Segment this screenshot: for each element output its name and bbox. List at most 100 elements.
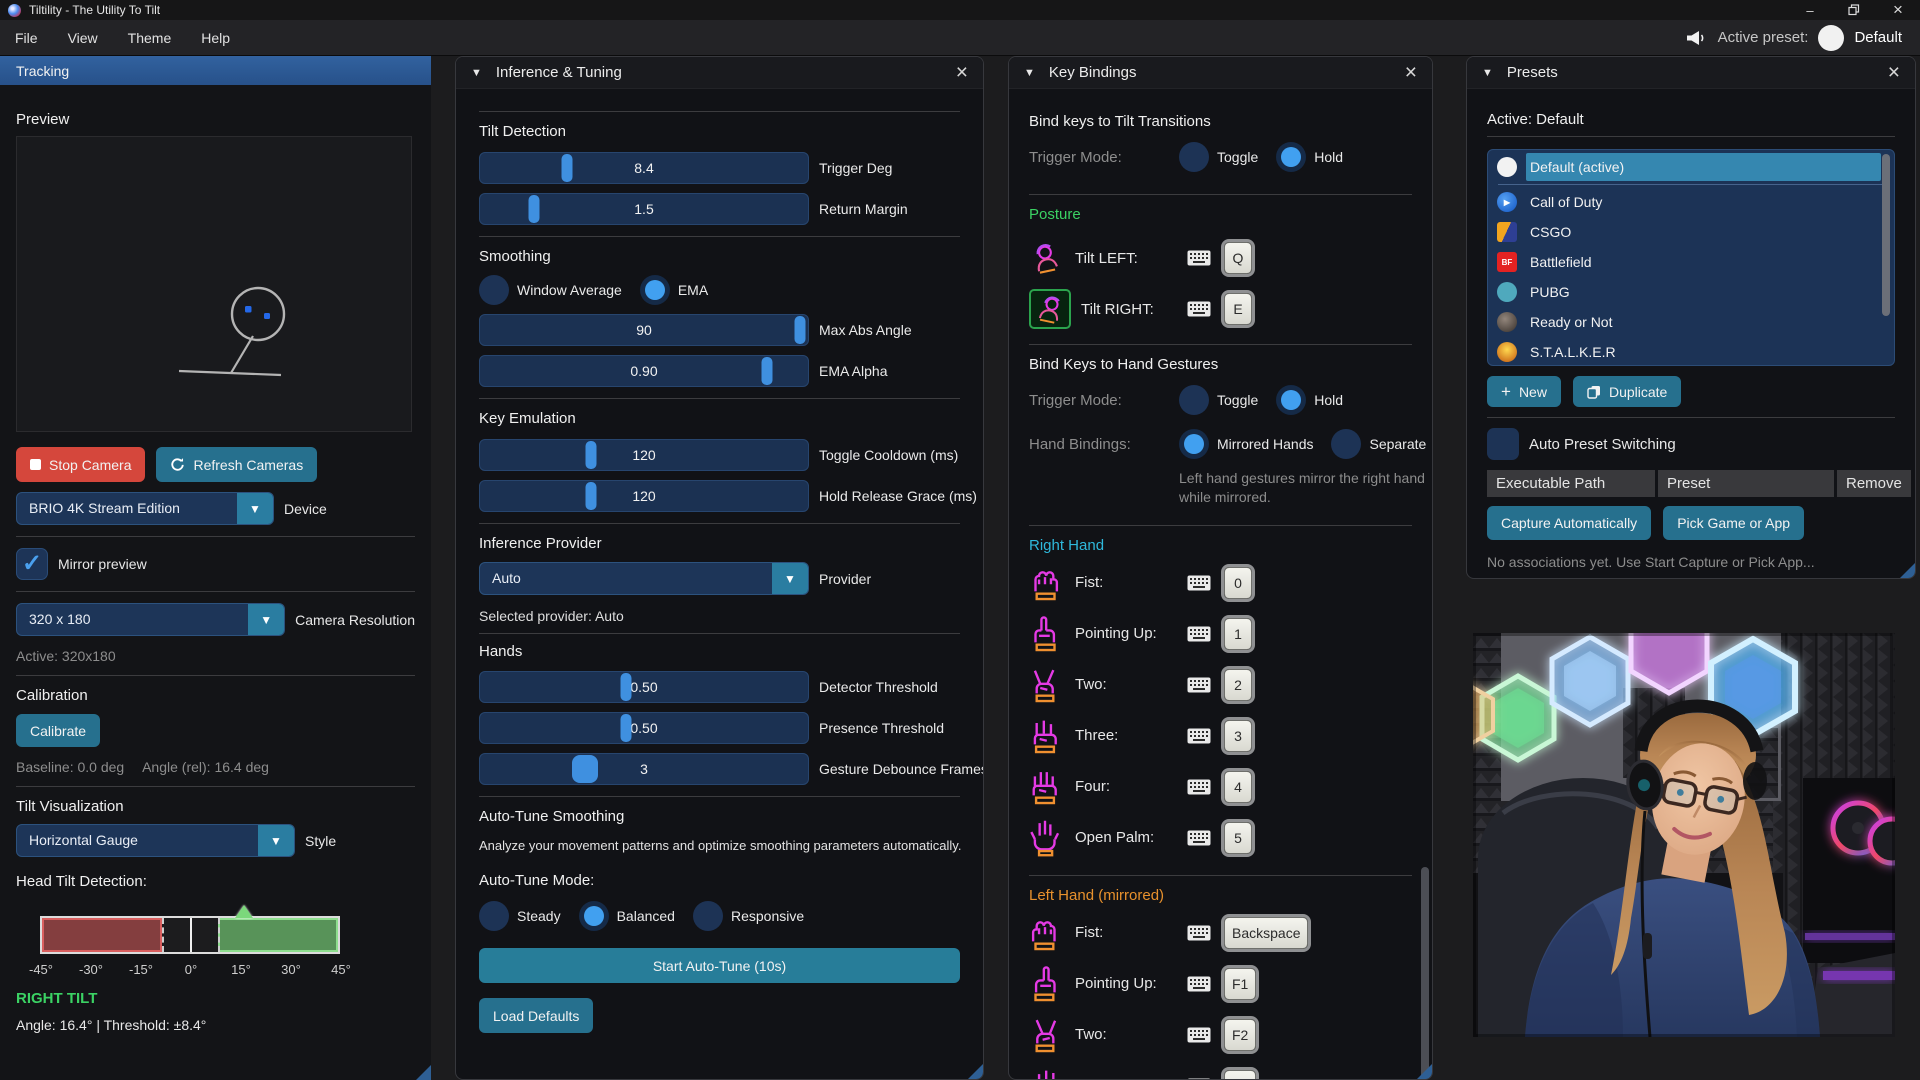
presets-panel: ▼ Presets × Active: Default Default (act… — [1466, 56, 1916, 579]
ema-alpha-slider[interactable]: 0.90 — [479, 355, 809, 387]
scrollbar[interactable] — [1421, 867, 1429, 1079]
presets-panel-header[interactable]: ▼ Presets × — [1467, 57, 1915, 89]
webcam-photo — [1473, 633, 1895, 1037]
panel-title: Inference & Tuning — [495, 64, 622, 81]
keycap-four[interactable]: 4 — [1224, 770, 1252, 803]
inference-tuning-panel: ▼ Inference & Tuning × Tilt Detection 8.… — [455, 56, 984, 1080]
close-button[interactable]: × — [1893, 0, 1903, 19]
auto-tune-section: Auto-Tune Smoothing — [479, 808, 625, 825]
radio-toggle-tilt[interactable] — [1179, 142, 1209, 172]
slider-handle[interactable] — [620, 714, 632, 742]
load-defaults-button[interactable]: Load Defaults — [479, 998, 594, 1033]
slider-handle[interactable] — [620, 673, 632, 701]
radio-hold-gesture[interactable] — [1276, 385, 1307, 415]
radio-responsive[interactable] — [692, 901, 723, 931]
menu-help[interactable]: Help — [201, 29, 231, 46]
close-icon[interactable]: × — [955, 60, 968, 84]
stop-icon — [30, 459, 41, 470]
collapse-icon[interactable]: ▼ — [471, 66, 482, 79]
keycap-tilt-right[interactable]: E — [1224, 293, 1252, 325]
keycap-open-palm[interactable]: 5 — [1224, 821, 1252, 854]
pick-game-or-app-button[interactable]: Pick Game or App — [1663, 506, 1805, 540]
new-preset-button[interactable]: + New — [1487, 376, 1561, 407]
keycap-tilt-left[interactable]: Q — [1224, 242, 1252, 274]
keycap-fist[interactable]: 0 — [1224, 566, 1252, 599]
gauge-style-dropdown[interactable]: Horizontal Gauge ▼ — [16, 824, 295, 857]
collapse-icon[interactable]: ▼ — [1024, 66, 1035, 79]
return-margin-slider[interactable]: 1.5 — [479, 193, 809, 225]
radio-steady[interactable] — [479, 901, 509, 931]
slider-handle[interactable] — [585, 482, 597, 510]
keycap-left-two[interactable]: F2 — [1224, 1018, 1257, 1051]
resize-grip[interactable] — [1900, 563, 1915, 578]
start-auto-tune-button[interactable]: Start Auto-Tune (10s) — [479, 948, 960, 983]
radio-mirrored-hands[interactable] — [1179, 429, 1209, 459]
close-icon[interactable]: × — [1404, 60, 1417, 84]
slider-handle[interactable] — [585, 441, 597, 469]
menu-file[interactable]: File — [15, 29, 38, 46]
preset-item-stalker[interactable]: S.T.A.L.K.E.R — [1488, 337, 1894, 365]
preset-item-csgo[interactable]: CSGO — [1488, 217, 1894, 247]
slider-handle[interactable] — [761, 357, 773, 385]
close-icon[interactable]: × — [1887, 60, 1900, 84]
mirror-note: Left hand gestures mirror the right hand… — [1179, 470, 1425, 505]
key-bindings-panel-header[interactable]: ▼ Key Bindings × — [1009, 57, 1432, 89]
radio-toggle-gesture[interactable] — [1179, 385, 1209, 415]
keycap-left-pointing-up[interactable]: F1 — [1224, 967, 1257, 1000]
mirror-preview-checkbox[interactable]: ✓ — [16, 548, 48, 580]
slider-handle[interactable] — [572, 755, 599, 783]
keycap-left-fist[interactable]: Backspace — [1224, 916, 1309, 949]
radio-hold-tilt[interactable] — [1276, 142, 1307, 172]
collapse-icon[interactable]: ▼ — [1482, 66, 1493, 79]
keycap-three[interactable]: 3 — [1224, 719, 1252, 752]
inference-panel-header[interactable]: ▼ Inference & Tuning × — [456, 57, 983, 89]
preset-item-battlefield[interactable]: BF Battlefield — [1488, 247, 1894, 277]
slider-handle[interactable] — [794, 316, 806, 344]
device-dropdown[interactable]: BRIO 4K Stream Edition ▼ — [16, 492, 274, 525]
resize-grip[interactable] — [968, 1064, 983, 1079]
presence-threshold-slider[interactable]: 0.50 — [479, 712, 809, 744]
restore-button[interactable] — [1832, 0, 1876, 20]
preset-item-default[interactable]: Default (active) — [1488, 153, 1894, 181]
left-hand-title: Left Hand (mirrored) — [1029, 886, 1165, 904]
app-logo-icon — [8, 3, 21, 17]
menu-theme[interactable]: Theme — [127, 29, 172, 46]
hold-release-grace-slider[interactable]: 120 — [479, 480, 809, 512]
auto-preset-switching-checkbox[interactable] — [1487, 428, 1519, 460]
column-executable-path: Executable Path — [1487, 470, 1655, 497]
radio-balanced[interactable] — [578, 901, 609, 931]
calibrate-button[interactable]: Calibrate — [16, 714, 101, 747]
detector-threshold-slider[interactable]: 0.50 — [479, 671, 809, 703]
keycap-two[interactable]: 2 — [1224, 668, 1252, 701]
provider-dropdown[interactable]: Auto ▼ — [479, 562, 809, 595]
trigger-deg-slider[interactable]: 8.4 — [479, 152, 809, 184]
keycap-left-three[interactable]: F3 — [1224, 1069, 1257, 1079]
radio-ema[interactable] — [639, 275, 670, 305]
slider-handle[interactable] — [528, 195, 540, 223]
trigger-mode-label: Trigger Mode: — [1029, 148, 1122, 166]
preset-item-pubg[interactable]: PUBG — [1488, 277, 1894, 307]
tracking-skeleton — [178, 286, 286, 377]
radio-separate-hands[interactable] — [1331, 429, 1362, 459]
duplicate-preset-button[interactable]: Duplicate — [1572, 376, 1682, 407]
keyboard-icon — [1187, 779, 1211, 795]
max-abs-angle-slider[interactable]: 90 — [479, 314, 809, 346]
preset-item-ready-or-not[interactable]: Ready or Not — [1488, 307, 1894, 337]
scrollbar[interactable] — [1882, 154, 1890, 316]
gesture-debounce-slider[interactable]: 3 — [479, 753, 809, 785]
preset-item-cod[interactable]: ▶ Call of Duty — [1488, 187, 1894, 217]
stop-camera-button[interactable]: Stop Camera — [16, 447, 146, 482]
menu-view[interactable]: View — [67, 29, 98, 46]
resize-grip[interactable] — [1417, 1064, 1432, 1079]
tracking-panel-header[interactable]: Tracking — [0, 56, 431, 85]
minimize-button[interactable]: – — [1806, 2, 1814, 18]
resize-grip[interactable] — [416, 1065, 431, 1080]
radio-window-average[interactable] — [479, 275, 509, 305]
capture-automatically-button[interactable]: Capture Automatically — [1487, 506, 1652, 540]
keycap-pointing-up[interactable]: 1 — [1224, 617, 1252, 650]
refresh-cameras-button[interactable]: Refresh Cameras — [156, 447, 318, 482]
active-preset-label: Active preset: — [1717, 29, 1809, 46]
resolution-dropdown[interactable]: 320 x 180 ▼ — [16, 603, 286, 636]
slider-handle[interactable] — [561, 154, 573, 182]
toggle-cooldown-slider[interactable]: 120 — [479, 439, 809, 471]
